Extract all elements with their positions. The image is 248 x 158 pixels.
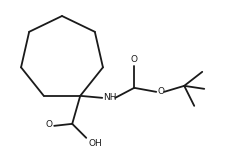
Text: O: O [157, 87, 164, 96]
Text: O: O [45, 120, 52, 129]
Text: O: O [131, 55, 138, 64]
Text: NH: NH [103, 93, 117, 102]
Text: OH: OH [88, 139, 102, 148]
